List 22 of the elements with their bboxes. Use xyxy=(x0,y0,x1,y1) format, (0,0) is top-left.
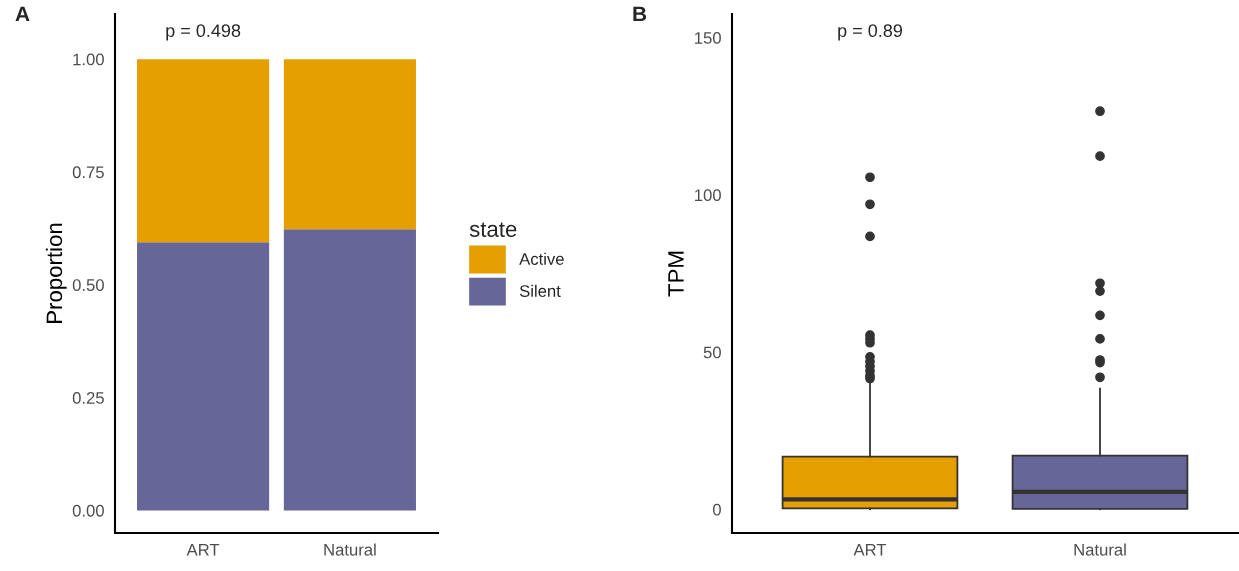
x-tick-label: ART xyxy=(186,544,220,556)
legend-label: Silent xyxy=(519,284,561,297)
legend-title: state xyxy=(469,222,517,237)
x-tick-label: Natural xyxy=(324,543,376,556)
legend-label: Active xyxy=(519,252,564,265)
y-tick-label: 150 xyxy=(695,31,721,44)
chart-title: B xyxy=(633,6,647,22)
chart-title: A xyxy=(15,6,30,22)
y-tick-label: 50 xyxy=(703,346,721,359)
y-tick-label: 0.75 xyxy=(72,166,104,179)
y-axis-title: TPM xyxy=(668,251,684,297)
y-tick-label: 100 xyxy=(695,189,721,202)
y-tick-label: 1.00 xyxy=(73,53,104,66)
y-tick-label: 0.50 xyxy=(72,279,104,291)
annotation: p = 0.89 xyxy=(838,24,903,41)
x-tick-label: Natural xyxy=(1074,543,1126,556)
y-tick-label: 0.00 xyxy=(72,504,104,517)
y-tick-label: 0.25 xyxy=(72,392,104,404)
annotation: p = 0.498 xyxy=(166,24,241,41)
x-tick-label: ART xyxy=(853,544,887,556)
y-tick-label: 0 xyxy=(712,503,721,516)
y-axis-title: Proportion xyxy=(45,223,67,323)
